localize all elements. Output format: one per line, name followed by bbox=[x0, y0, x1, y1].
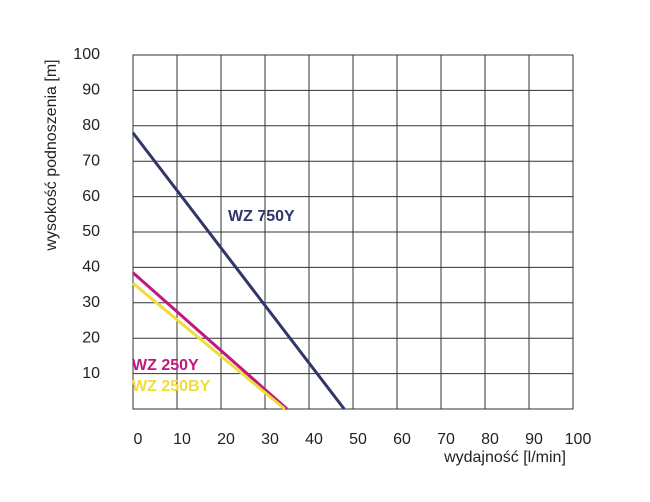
y-axis-label: wysokość podnoszenia [m] bbox=[43, 59, 60, 251]
x-tick-label: 40 bbox=[305, 431, 323, 448]
y-tick-label: 90 bbox=[82, 82, 100, 99]
y-tick-label: 50 bbox=[82, 223, 100, 240]
y-tick-label: 10 bbox=[82, 365, 100, 382]
plot-frame bbox=[132, 54, 574, 410]
x-tick-label: 70 bbox=[437, 431, 455, 448]
x-tick-label: 60 bbox=[393, 431, 411, 448]
y-tick-label: 60 bbox=[82, 188, 100, 205]
series-label: WZ 250BY bbox=[132, 378, 211, 395]
y-tick-label: 70 bbox=[82, 152, 100, 169]
series-label: WZ 250Y bbox=[132, 357, 199, 374]
y-tick-label: 100 bbox=[73, 46, 100, 63]
series-line bbox=[131, 131, 346, 410]
y-tick-label: 80 bbox=[82, 117, 100, 134]
x-tick-label: 50 bbox=[349, 431, 367, 448]
x-tick-label: 90 bbox=[525, 431, 543, 448]
y-tick-label: 20 bbox=[82, 329, 100, 346]
x-tick-label: 10 bbox=[173, 431, 191, 448]
x-tick-label: 30 bbox=[261, 431, 279, 448]
x-axis-label: wydajność [l/min] bbox=[443, 449, 566, 466]
x-tick-label: 100 bbox=[565, 431, 592, 448]
x-tick-label: 80 bbox=[481, 431, 499, 448]
x-tick-label: 20 bbox=[217, 431, 235, 448]
series-label: WZ 750Y bbox=[228, 208, 295, 225]
y-tick-label: 30 bbox=[82, 294, 100, 311]
series-line bbox=[132, 271, 288, 411]
series-line bbox=[132, 282, 286, 411]
y-tick-label: 40 bbox=[82, 259, 100, 276]
x-tick-label: 0 bbox=[134, 431, 143, 448]
